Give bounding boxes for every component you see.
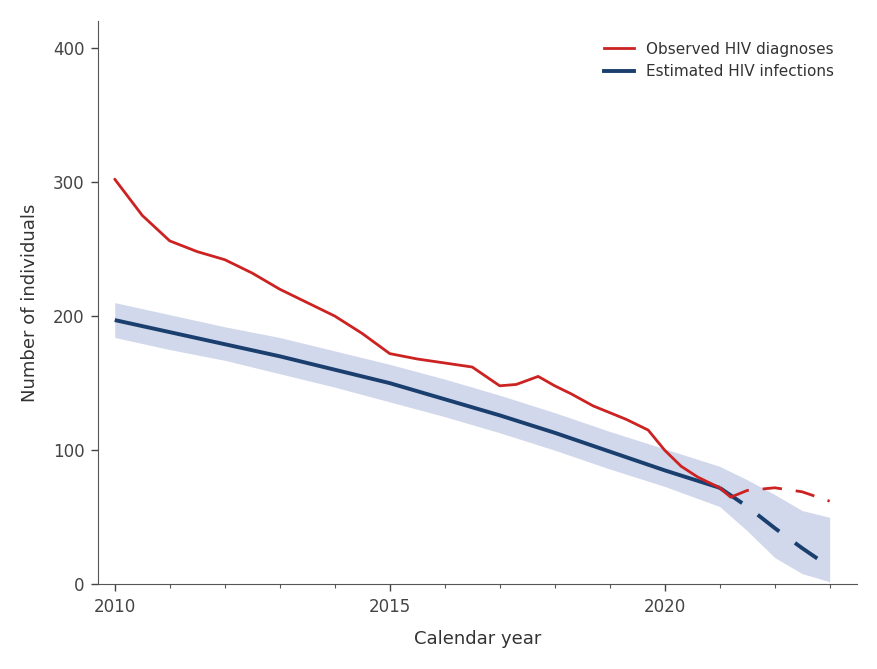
Y-axis label: Number of individuals: Number of individuals <box>21 203 39 402</box>
X-axis label: Calendar year: Calendar year <box>414 630 541 648</box>
Legend: Observed HIV diagnoses, Estimated HIV infections: Observed HIV diagnoses, Estimated HIV in… <box>595 34 841 87</box>
